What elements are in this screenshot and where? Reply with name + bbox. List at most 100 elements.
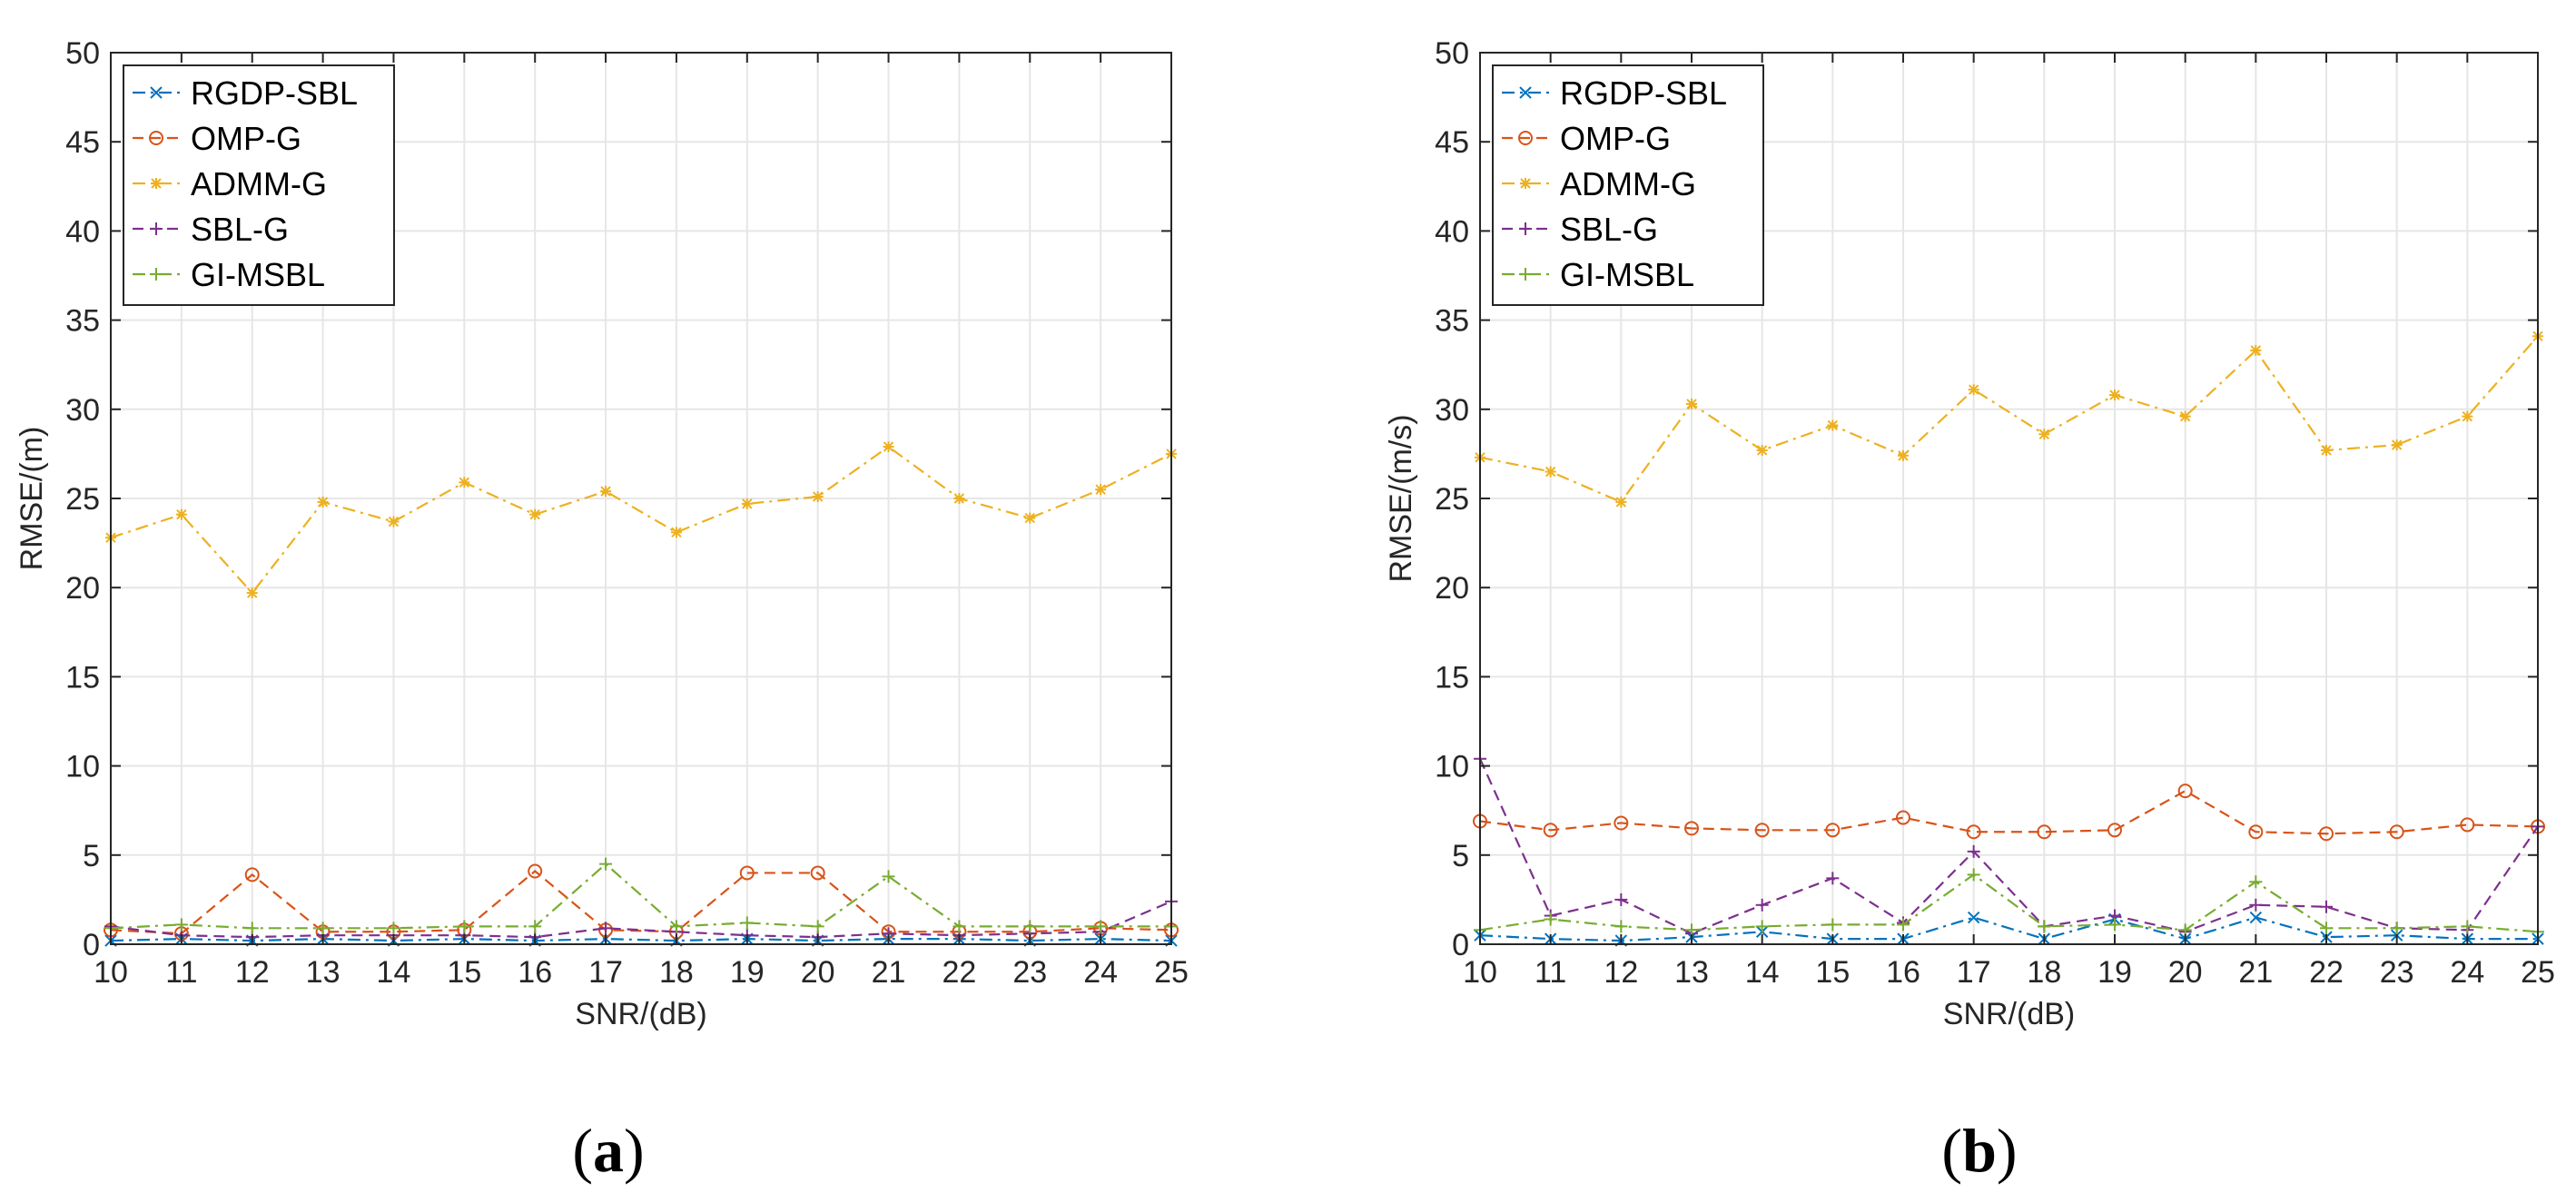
series-omp-g (1473, 784, 2545, 842)
x-tick-label: 22 (2309, 955, 2344, 990)
data-point (2107, 823, 2122, 838)
x-tick-label: 14 (377, 955, 411, 990)
y-tick-label: 0 (83, 928, 100, 962)
x-tick-label: 13 (306, 955, 341, 990)
y-tick-label: 0 (1452, 928, 1469, 962)
y-tick-labels: 0 5 10 15 20 25 30 35 40 45 50 (1435, 36, 2538, 962)
data-point (811, 920, 824, 933)
data-point (1094, 920, 1108, 933)
legend-label: SBL-G (191, 211, 289, 248)
legend-box (123, 64, 395, 306)
panel-caption: (b) (1941, 1116, 2017, 1185)
data-point (1967, 844, 1980, 858)
data-point (1685, 923, 1698, 937)
x-tick-label: 25 (2521, 955, 2555, 990)
x-tick-label: 10 (94, 955, 128, 990)
y-tick-label: 40 (1435, 214, 1469, 249)
data-point (150, 268, 163, 281)
x-tick-label: 12 (1604, 955, 1638, 990)
legend-label: GI-MSBL (191, 256, 325, 293)
data-point (1614, 815, 1629, 831)
data-point (528, 920, 542, 933)
legend-item: GI-MSBL (133, 256, 325, 293)
legend-label: GI-MSBL (1560, 256, 1694, 293)
x-tick-label: 16 (1886, 955, 1920, 990)
data-point (2179, 410, 2191, 422)
x-tick-label: 19 (730, 955, 765, 990)
data-point (739, 865, 755, 881)
data-point (316, 922, 330, 935)
data-point (2177, 784, 2193, 799)
data-point (952, 920, 966, 933)
data-point (1756, 444, 1768, 456)
data-point (529, 508, 541, 520)
x-tick-label: 17 (588, 955, 623, 990)
y-tick-label: 30 (65, 393, 100, 428)
data-point (1518, 131, 1533, 145)
data-point (1755, 920, 1769, 933)
data-point (883, 441, 894, 453)
data-point (246, 587, 258, 599)
legend-item: RGDP-SBL (133, 74, 358, 112)
data-point (2391, 439, 2403, 451)
x-tick-labels: 10 11 12 13 14 15 16 17 18 19 20 21 22 23 24 25 (1463, 53, 2555, 990)
x-tick-label: 23 (1012, 955, 1047, 990)
data-point (1614, 920, 1628, 933)
y-tick-label: 35 (1435, 304, 1469, 339)
series-line (1479, 789, 2539, 835)
data-point (1686, 398, 1697, 409)
data-point (599, 857, 613, 871)
data-point (150, 86, 163, 99)
data-point (741, 498, 753, 509)
data-point (2390, 922, 2403, 935)
panel-a: 10 11 12 13 14 15 16 17 18 19 20 21 22 23 24 25 0 5 10 15 2… (15, 36, 1189, 1185)
x-tick-label: 17 (1957, 955, 1991, 990)
legend-label: OMP-G (1560, 120, 1671, 157)
data-point (1966, 824, 1981, 840)
x-tick-label: 18 (2027, 955, 2061, 990)
legend-item: GI-MSBL (1502, 256, 1694, 293)
data-point (1827, 419, 1839, 431)
y-tick-label: 10 (65, 750, 100, 784)
data-point (2460, 817, 2475, 833)
x-tick-label: 11 (1535, 955, 1566, 990)
series-line (110, 900, 1172, 939)
data-point (810, 865, 825, 881)
data-point (2249, 911, 2263, 924)
x-tick-label: 22 (942, 955, 976, 990)
x-tick-label: 23 (2380, 955, 2414, 990)
data-point (2178, 923, 2192, 937)
data-point (1544, 912, 1557, 926)
x-tick-label: 24 (2450, 955, 2484, 990)
data-point (2321, 444, 2332, 456)
legend-box (1492, 64, 1764, 306)
data-point (1968, 384, 1979, 396)
data-point (1543, 823, 1558, 838)
series-group (104, 441, 1179, 947)
x-tick-label: 12 (235, 955, 270, 990)
data-point (1897, 918, 1910, 932)
data-point (388, 516, 400, 527)
x-tick-label: 21 (872, 955, 906, 990)
y-tick-label: 50 (65, 36, 100, 71)
data-point (669, 920, 683, 933)
series-line (1478, 758, 2539, 935)
data-point (2249, 875, 2263, 889)
data-point (1896, 810, 1910, 825)
data-point (1615, 496, 1627, 508)
legend-item: OMP-G (1502, 120, 1671, 157)
legend: RGDP-SBL OMP-G ADMM-G SBL-G GI-MSBL (123, 64, 395, 306)
data-point (1519, 86, 1532, 99)
data-point (812, 491, 824, 503)
data-point (2320, 900, 2333, 913)
data-point (458, 920, 471, 933)
y-tick-label: 5 (1452, 839, 1469, 873)
y-tick-label: 10 (1435, 750, 1469, 784)
series-gi-msbl (104, 857, 1178, 935)
y-axis-label: RMSE/(m/s) (1384, 414, 1418, 582)
data-point (528, 863, 543, 879)
series-admm-g (1475, 330, 2543, 508)
y-tick-label: 40 (65, 214, 100, 249)
data-point (1614, 892, 1628, 906)
